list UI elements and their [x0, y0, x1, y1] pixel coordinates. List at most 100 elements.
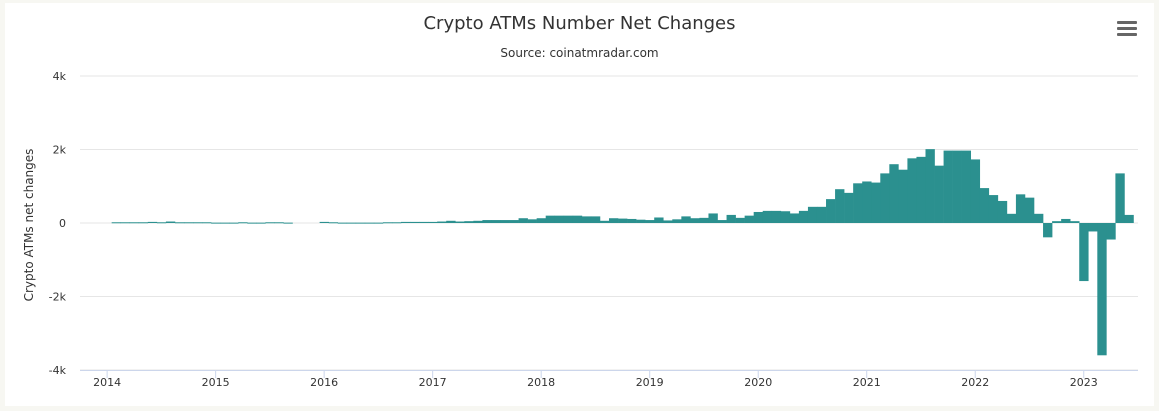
bar-2023-05[interactable]: [1115, 173, 1125, 223]
bar-2019-01[interactable]: [645, 220, 655, 223]
bar-2021-07[interactable]: [916, 156, 926, 223]
bar-2021-09[interactable]: [934, 165, 944, 223]
bar-2020-12[interactable]: [853, 183, 863, 223]
bar-2014-04[interactable]: [129, 222, 140, 224]
bar-2018-11[interactable]: [627, 218, 637, 223]
bar-2023-01[interactable]: [1079, 223, 1089, 282]
bar-2020-09[interactable]: [826, 199, 836, 223]
bar-2019-05[interactable]: [681, 216, 691, 223]
bar-2017-07[interactable]: [482, 220, 492, 223]
bar-2020-05[interactable]: [789, 213, 800, 223]
bar-2014-03[interactable]: [120, 222, 131, 224]
bar-2020-04[interactable]: [780, 211, 791, 223]
bar-2016-03[interactable]: [337, 222, 348, 224]
bar-2016-08[interactable]: [382, 222, 393, 224]
bar-2014-12[interactable]: [202, 222, 212, 224]
bar-2021-12[interactable]: [961, 150, 972, 223]
bar-2023-02[interactable]: [1088, 223, 1098, 232]
bar-2014-02[interactable]: [111, 222, 121, 224]
bar-2014-06[interactable]: [147, 221, 158, 223]
bar-2020-08[interactable]: [816, 206, 827, 223]
bar-2016-10[interactable]: [401, 221, 411, 223]
bar-2021-01[interactable]: [862, 181, 872, 223]
bar-2015-05[interactable]: [247, 222, 257, 224]
bar-2018-04[interactable]: [563, 215, 574, 223]
bar-2022-11[interactable]: [1061, 218, 1071, 223]
bar-2014-08[interactable]: [165, 221, 176, 223]
bar-2016-01[interactable]: [319, 221, 329, 223]
bar-2021-05[interactable]: [898, 169, 908, 223]
bar-2019-03[interactable]: [663, 220, 673, 223]
bar-2018-08[interactable]: [599, 220, 610, 223]
bar-2022-05[interactable]: [1006, 213, 1017, 223]
bar-2020-11[interactable]: [844, 192, 854, 223]
bar-2019-02[interactable]: [654, 217, 664, 223]
bar-2021-08[interactable]: [925, 149, 935, 223]
bar-2023-03[interactable]: [1097, 223, 1107, 356]
bar-2018-02[interactable]: [545, 215, 556, 223]
bar-2015-08[interactable]: [274, 222, 284, 224]
bar-2017-06[interactable]: [473, 220, 483, 223]
bar-2016-05[interactable]: [355, 222, 366, 224]
bar-2020-02[interactable]: [762, 210, 773, 223]
bar-2017-05[interactable]: [464, 221, 474, 223]
bar-2015-03[interactable]: [229, 222, 239, 224]
bar-2018-07[interactable]: [590, 216, 601, 223]
bar-2022-10[interactable]: [1052, 221, 1062, 223]
bar-2014-11[interactable]: [193, 222, 203, 224]
bar-2022-12[interactable]: [1070, 221, 1080, 223]
bar-2019-08[interactable]: [708, 213, 718, 223]
bar-2016-07[interactable]: [373, 222, 384, 224]
bar-2018-01[interactable]: [536, 218, 547, 223]
bar-2017-12[interactable]: [527, 219, 537, 223]
bar-2020-06[interactable]: [798, 210, 809, 223]
bar-2014-09[interactable]: [174, 222, 185, 224]
bar-2014-07[interactable]: [156, 222, 167, 224]
bar-2018-03[interactable]: [554, 215, 565, 223]
bar-2017-10[interactable]: [509, 220, 519, 223]
bar-2020-07[interactable]: [807, 206, 818, 223]
bar-2015-04[interactable]: [238, 222, 248, 224]
bar-2021-03[interactable]: [880, 173, 890, 223]
chart-menu-button[interactable]: [1117, 21, 1137, 39]
bar-2015-01[interactable]: [211, 222, 221, 224]
bar-2020-01[interactable]: [753, 211, 764, 223]
bar-2017-09[interactable]: [500, 220, 510, 223]
bar-2022-02[interactable]: [979, 188, 990, 223]
bar-2015-02[interactable]: [220, 222, 230, 224]
bar-2020-10[interactable]: [835, 189, 845, 223]
bar-2019-06[interactable]: [690, 218, 700, 223]
bar-2019-07[interactable]: [699, 217, 709, 223]
bar-2014-10[interactable]: [183, 222, 194, 224]
bar-2016-04[interactable]: [346, 222, 357, 224]
bar-2021-06[interactable]: [907, 158, 917, 223]
bar-2018-10[interactable]: [618, 218, 628, 223]
bar-2022-06[interactable]: [1015, 194, 1026, 223]
bar-2014-05[interactable]: [138, 222, 149, 224]
bar-2018-09[interactable]: [609, 218, 619, 223]
bar-2022-08[interactable]: [1034, 213, 1044, 223]
bar-2015-07[interactable]: [265, 222, 275, 224]
bar-2018-05[interactable]: [572, 215, 583, 223]
bar-2021-02[interactable]: [871, 182, 881, 223]
bar-2019-09[interactable]: [717, 220, 727, 223]
bar-2016-12[interactable]: [419, 221, 429, 223]
bar-2017-03[interactable]: [446, 220, 456, 223]
bar-2020-03[interactable]: [771, 210, 782, 223]
bar-2021-10[interactable]: [943, 150, 953, 223]
bar-2017-01[interactable]: [428, 221, 438, 223]
bar-2017-04[interactable]: [455, 221, 465, 223]
bar-2016-02[interactable]: [328, 222, 339, 224]
bar-2017-02[interactable]: [437, 221, 447, 223]
bar-2022-09[interactable]: [1043, 223, 1053, 238]
bar-2019-10[interactable]: [726, 214, 736, 223]
bar-2022-04[interactable]: [997, 200, 1008, 223]
bar-2022-07[interactable]: [1024, 197, 1035, 223]
bar-2016-11[interactable]: [410, 221, 420, 223]
bar-2016-09[interactable]: [391, 222, 402, 224]
bar-2021-11[interactable]: [952, 150, 962, 223]
bar-2018-12[interactable]: [636, 219, 646, 223]
bar-2017-08[interactable]: [491, 220, 501, 223]
bar-2022-03[interactable]: [988, 195, 999, 223]
bar-2015-09[interactable]: [283, 222, 293, 224]
